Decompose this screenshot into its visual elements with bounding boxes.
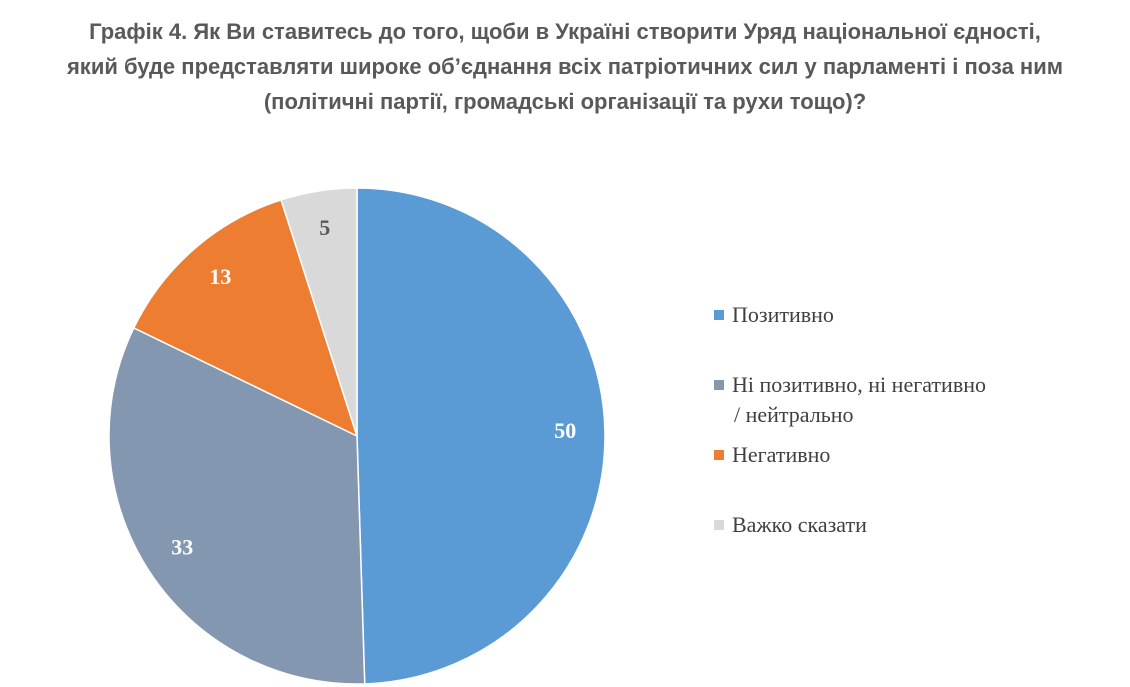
legend-label-0: Позитивно <box>732 302 834 327</box>
pie-slice-label-1: 33 <box>171 534 193 559</box>
legend-label-3: Важко сказати <box>732 512 867 537</box>
legend-label-2: Негативно <box>732 442 831 467</box>
legend-label-1: Ні позитивно, ні негативно / нейтрально <box>732 372 986 427</box>
legend-swatch-2 <box>714 450 724 460</box>
pie-slice-2 <box>132 198 359 438</box>
pie-slice-3 <box>280 187 358 437</box>
pie-slice-label-0: 50 <box>554 418 576 443</box>
pie-slice-0 <box>356 187 606 685</box>
chart-title-line-2: який буде представляти широке об’єднання… <box>66 54 1064 79</box>
legend-swatch-1 <box>714 380 724 390</box>
pie-slice-label-2: 13 <box>209 264 231 289</box>
pie-slice-label-3: 5 <box>319 215 330 240</box>
pie-slice-1 <box>108 326 366 685</box>
legend-swatch-3 <box>714 520 724 530</box>
chart-title: Графік 4. Як Ви ставитесь до того, щоби … <box>0 14 1130 119</box>
legend-swatch-0 <box>714 310 724 320</box>
chart-title-line-1: Графік 4. Як Ви ставитесь до того, щоби … <box>89 19 1041 44</box>
chart-title-line-3: (політичні партії, громадські організаці… <box>263 89 867 114</box>
